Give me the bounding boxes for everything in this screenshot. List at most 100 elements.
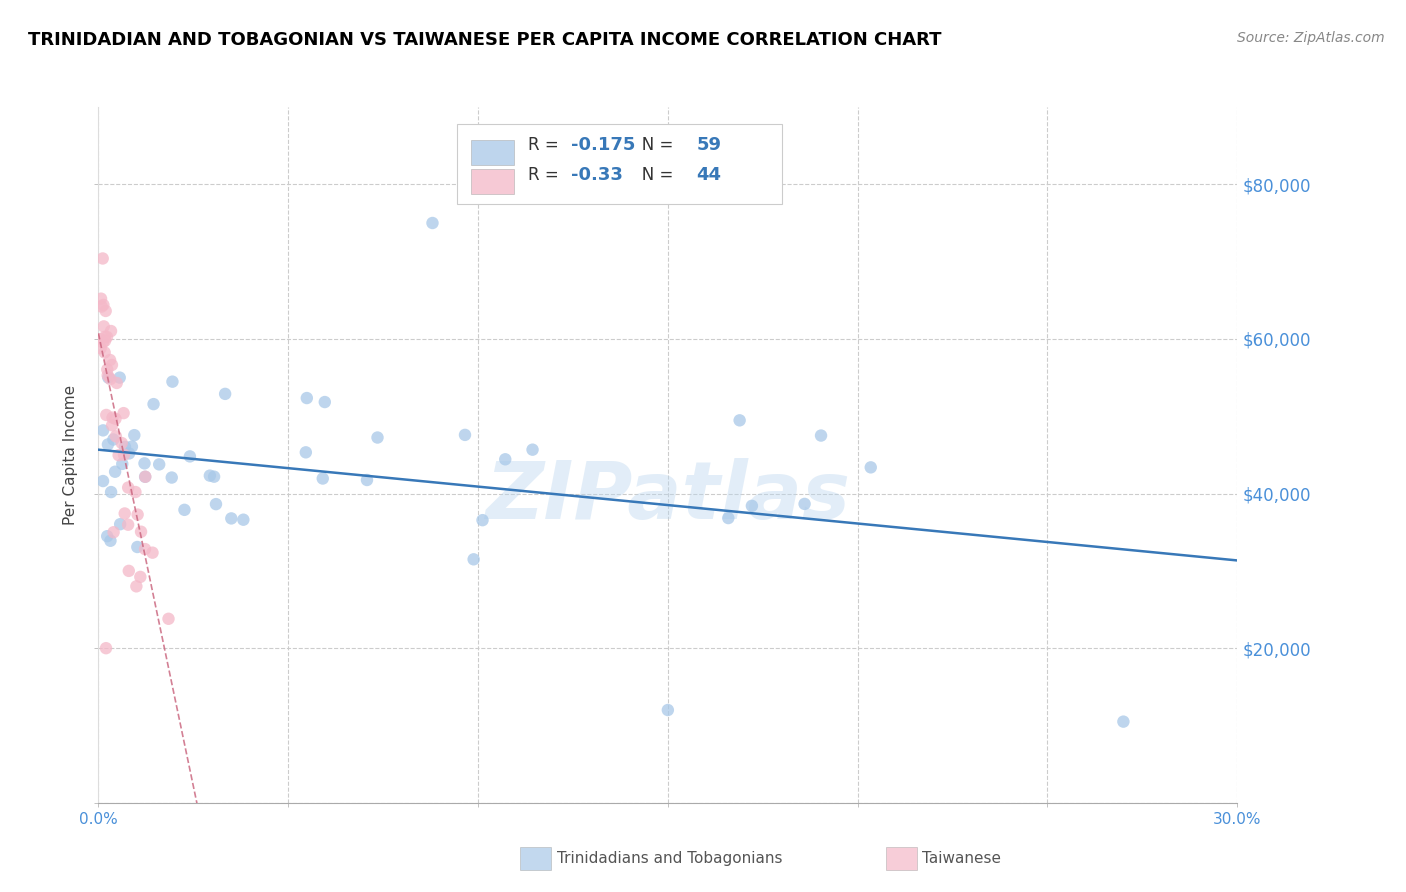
Point: [142, 397, 165, 411]
Point: [114, 507, 136, 521]
Point: [366, 431, 388, 445]
Point: [90, 341, 112, 355]
Text: ZIPatlas: ZIPatlas: [485, 458, 851, 536]
Point: [422, 216, 444, 230]
Point: [105, 376, 128, 390]
Point: [148, 458, 170, 472]
Point: [101, 418, 124, 433]
Point: [232, 513, 254, 527]
Text: 59: 59: [696, 136, 721, 154]
Point: [93, 298, 115, 312]
Point: [104, 411, 127, 425]
Point: [93, 319, 115, 334]
Point: [107, 448, 129, 462]
Point: [108, 517, 131, 532]
Point: [96, 529, 118, 543]
Text: Source: ZipAtlas.com: Source: ZipAtlas.com: [1237, 31, 1385, 45]
Point: [717, 511, 740, 525]
Point: [96, 330, 118, 344]
Point: [101, 358, 124, 372]
Text: R =: R =: [527, 166, 564, 185]
FancyBboxPatch shape: [471, 140, 515, 165]
Text: -0.175: -0.175: [571, 136, 636, 154]
Point: [96, 408, 118, 422]
Point: [89, 332, 111, 346]
Point: [134, 542, 156, 557]
Point: [129, 570, 152, 584]
Point: [134, 470, 156, 484]
Text: TRINIDADIAN AND TOBAGONIAN VS TAIWANESE PER CAPITA INCOME CORRELATION CHART: TRINIDADIAN AND TOBAGONIAN VS TAIWANESE …: [28, 31, 942, 49]
Point: [127, 540, 149, 554]
Point: [205, 497, 228, 511]
Point: [162, 375, 184, 389]
Point: [97, 368, 120, 383]
Point: [111, 457, 134, 471]
Point: [100, 533, 122, 548]
Text: R =: R =: [527, 136, 564, 154]
Text: N =: N =: [626, 136, 678, 154]
Text: N =: N =: [626, 166, 678, 185]
Point: [91, 423, 114, 437]
Y-axis label: Per Capita Income: Per Capita Income: [63, 384, 79, 525]
Point: [157, 612, 180, 626]
Point: [314, 395, 336, 409]
Point: [859, 460, 882, 475]
Point: [463, 552, 485, 566]
Point: [98, 353, 121, 368]
Point: [198, 468, 221, 483]
Point: [93, 345, 115, 359]
Point: [91, 335, 114, 350]
Point: [114, 440, 136, 454]
Point: [117, 517, 139, 532]
Point: [112, 406, 135, 420]
Point: [134, 456, 156, 470]
Point: [129, 524, 152, 539]
Point: [141, 546, 163, 560]
Point: [134, 469, 156, 483]
Point: [90, 292, 112, 306]
Point: [728, 413, 751, 427]
Point: [90, 300, 112, 314]
Point: [121, 440, 143, 454]
Text: 44: 44: [696, 166, 721, 185]
Point: [522, 442, 544, 457]
Text: -0.33: -0.33: [571, 166, 623, 185]
Point: [173, 503, 195, 517]
Point: [356, 473, 378, 487]
Point: [810, 428, 832, 442]
Point: [118, 446, 141, 460]
Point: [312, 471, 335, 485]
Point: [100, 324, 122, 338]
Point: [221, 511, 243, 525]
Point: [118, 564, 141, 578]
Point: [100, 485, 122, 500]
FancyBboxPatch shape: [471, 169, 515, 194]
Point: [471, 513, 494, 527]
Point: [117, 481, 139, 495]
Point: [295, 391, 318, 405]
Point: [94, 330, 117, 344]
Text: Trinidadians and Tobagonians: Trinidadians and Tobagonians: [557, 851, 782, 865]
Point: [108, 370, 131, 384]
Point: [104, 465, 127, 479]
Point: [96, 362, 118, 376]
Point: [124, 428, 146, 442]
Point: [112, 448, 135, 462]
Point: [94, 641, 117, 656]
Point: [103, 525, 125, 540]
Point: [1112, 714, 1135, 729]
Point: [494, 452, 516, 467]
FancyBboxPatch shape: [457, 124, 782, 204]
Point: [793, 497, 815, 511]
Point: [295, 445, 318, 459]
Point: [94, 334, 117, 348]
Point: [91, 252, 114, 266]
Point: [202, 469, 225, 483]
Point: [160, 470, 183, 484]
Point: [103, 433, 125, 447]
Point: [97, 370, 120, 384]
Point: [94, 304, 117, 318]
Point: [97, 437, 120, 451]
Point: [101, 410, 124, 425]
Point: [111, 436, 134, 450]
